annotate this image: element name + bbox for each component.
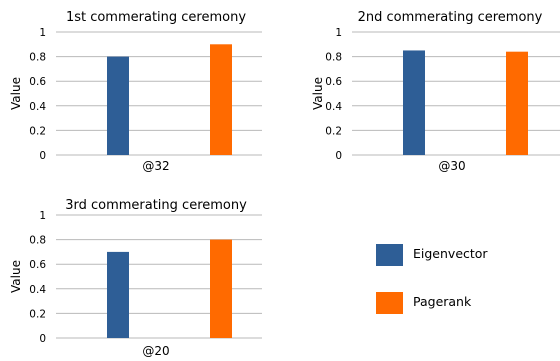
y-tick-label: 0.8 [29,52,46,64]
y-tick-label: 0.6 [29,259,46,271]
y-axis-label: Value [311,77,325,110]
x-category-label: @30 [438,159,465,173]
y-tick-label: 0.4 [29,101,46,113]
chart-title: 3rd commerating ceremony [65,198,247,213]
bar-eigenvector [107,251,129,338]
bar-pagerank [506,51,528,155]
legend: Eigenvector Pagerank [376,244,488,314]
y-tick-label: 0.4 [325,101,342,113]
y-tick-label: 0 [39,150,46,162]
bar-pagerank [210,44,232,155]
y-tick-label: 0.8 [29,235,46,247]
chart-panel-3: 3rd commerating ceremony 0 0.2 0.4 0.6 0.8 1 Va… [9,198,262,358]
x-category-label: @32 [142,159,169,173]
bar-eigenvector [403,50,425,156]
y-tick-label: 0.6 [325,76,342,88]
y-tick-label: 0.2 [325,125,342,137]
y-tick-label: 1 [39,27,46,39]
chart-title: 2nd commerating ceremony [358,10,543,25]
y-tick-label: 0 [39,333,46,345]
y-tick-label: 0.2 [29,125,46,137]
legend-swatch-pagerank [376,292,403,314]
y-tick-label: 0.4 [29,284,46,296]
y-axis-label: Value [9,77,23,110]
bar-pagerank [210,239,232,338]
legend-swatch-eigenvector [376,244,403,266]
y-tick-label: 1 [335,27,342,39]
x-category-label: @20 [142,344,169,358]
y-tick-label: 0 [335,150,342,162]
legend-label-pagerank: Pagerank [413,294,472,309]
legend-label-eigenvector: Eigenvector [413,246,488,261]
y-tick-label: 0.2 [29,308,46,320]
chart-title: 1st commerating ceremony [66,10,246,25]
bar-eigenvector [107,56,129,155]
chart-panel-1: 1st commerating ceremony 0 0.2 0.4 0.6 0.8 1 Va… [9,10,262,173]
y-axis-label: Value [9,260,23,293]
y-tick-label: 0.8 [325,52,342,64]
y-tick-label: 1 [39,210,46,222]
y-tick-label: 0.6 [29,76,46,88]
chart-panel-2: 2nd commerating ceremony 0 0.2 0.4 0.6 0.8 1 Va… [311,10,560,173]
